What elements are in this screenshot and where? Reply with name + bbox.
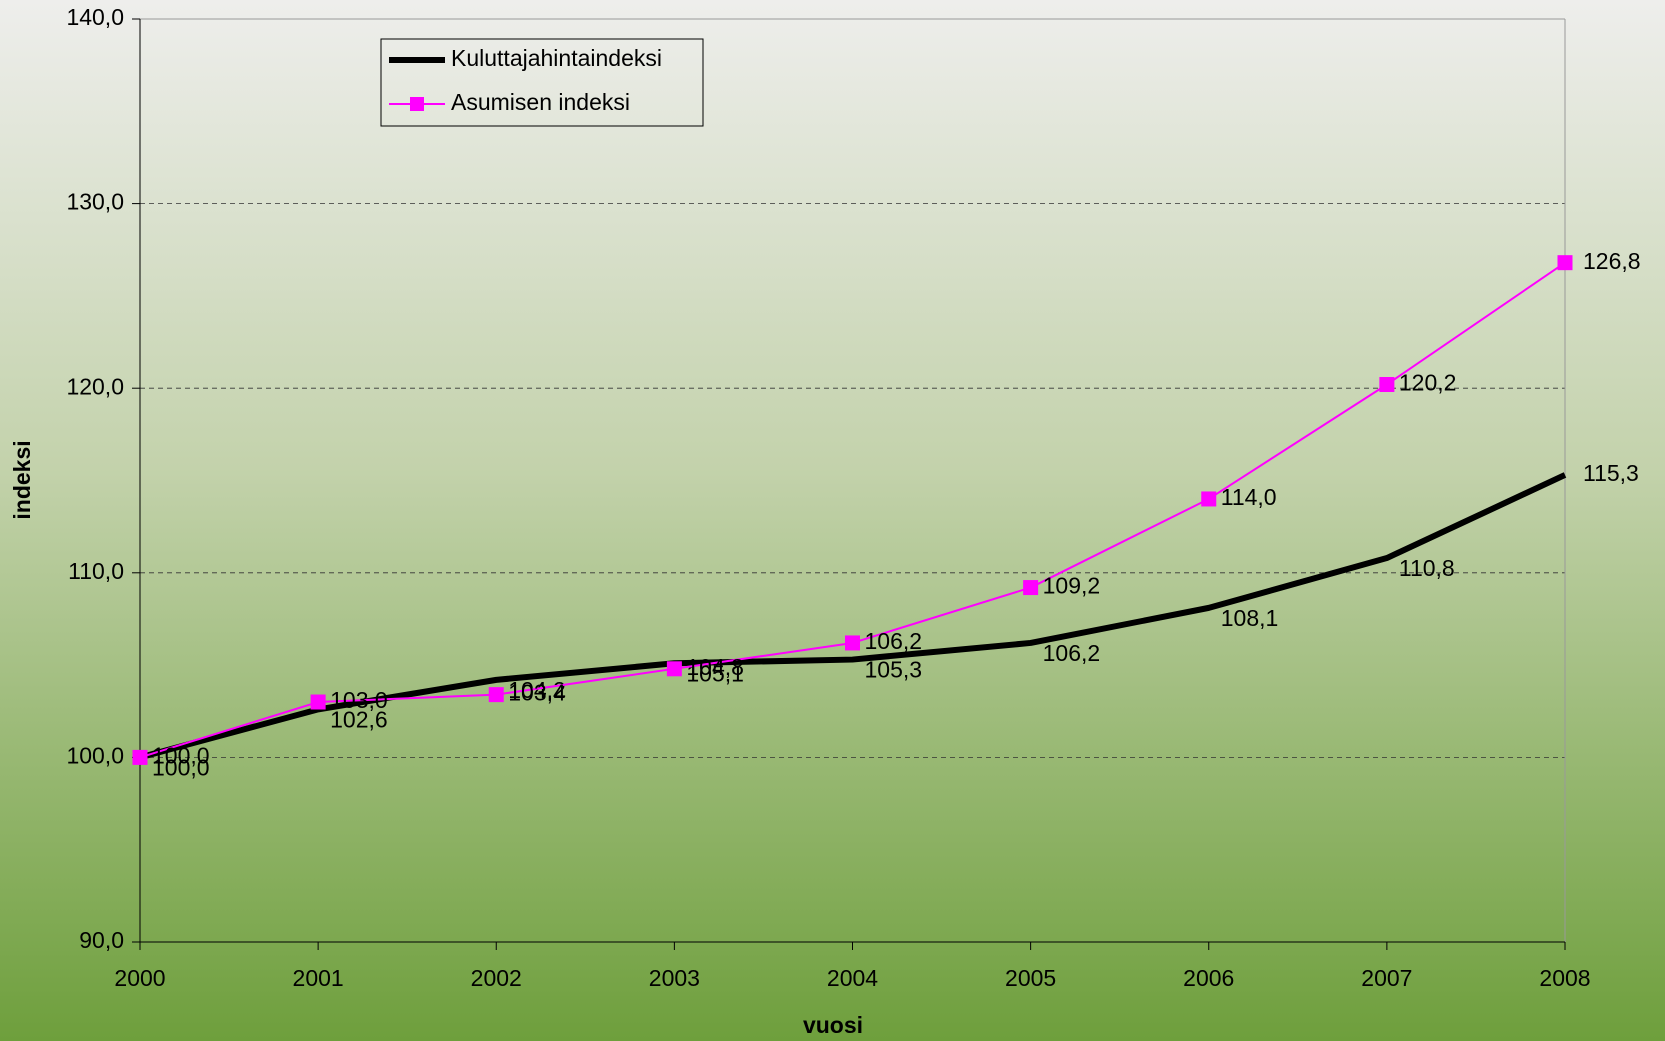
y-tick-label: 110,0 bbox=[68, 558, 124, 584]
marker bbox=[1557, 255, 1573, 271]
y-tick-label: 100,0 bbox=[66, 742, 124, 768]
x-tick-label: 2002 bbox=[471, 965, 522, 991]
data-label: 106,2 bbox=[1043, 640, 1101, 666]
marker bbox=[1379, 377, 1395, 393]
marker bbox=[310, 694, 326, 710]
data-label: 100,0 bbox=[152, 742, 210, 768]
data-label: 126,8 bbox=[1583, 248, 1641, 274]
data-label: 102,6 bbox=[330, 706, 388, 732]
legend-label: Kuluttajahintaindeksi bbox=[451, 45, 662, 71]
marker bbox=[1201, 491, 1217, 507]
y-tick-label: 140,0 bbox=[66, 4, 124, 30]
x-tick-label: 2003 bbox=[649, 965, 700, 991]
x-tick-label: 2000 bbox=[114, 965, 165, 991]
x-tick-label: 2004 bbox=[827, 965, 878, 991]
data-label: 114,0 bbox=[1221, 484, 1277, 510]
y-tick-label: 130,0 bbox=[66, 189, 124, 215]
marker bbox=[666, 661, 682, 677]
data-label: 104,2 bbox=[508, 677, 566, 703]
x-tick-label: 2007 bbox=[1361, 965, 1412, 991]
y-tick-label: 120,0 bbox=[66, 373, 124, 399]
data-label: 103,0 bbox=[330, 687, 388, 713]
data-label: 108,1 bbox=[1221, 605, 1279, 631]
legend-label: Asumisen indeksi bbox=[451, 89, 630, 115]
data-label: 110,8 bbox=[1399, 555, 1455, 581]
data-label: 120,2 bbox=[1399, 370, 1457, 396]
x-tick-label: 2006 bbox=[1183, 965, 1234, 991]
marker bbox=[1023, 580, 1039, 596]
data-label: 106,2 bbox=[865, 628, 923, 654]
y-axis-label: indeksi bbox=[9, 440, 35, 519]
y-tick-label: 90,0 bbox=[79, 927, 124, 953]
x-tick-label: 2001 bbox=[293, 965, 344, 991]
data-label: 109,2 bbox=[1043, 573, 1101, 599]
marker bbox=[132, 749, 148, 765]
data-label: 100,0 bbox=[152, 754, 210, 780]
legend-marker bbox=[410, 97, 424, 111]
x-axis-label: vuosi bbox=[803, 1012, 863, 1038]
data-label: 115,3 bbox=[1583, 460, 1639, 486]
x-tick-label: 2005 bbox=[1005, 965, 1056, 991]
marker bbox=[488, 687, 504, 703]
data-label: 105,3 bbox=[865, 657, 923, 683]
x-tick-label: 2008 bbox=[1539, 965, 1590, 991]
data-label: 103,4 bbox=[508, 680, 566, 706]
legend-box bbox=[380, 38, 704, 127]
data-label: 104,8 bbox=[686, 654, 744, 680]
marker bbox=[845, 635, 860, 651]
